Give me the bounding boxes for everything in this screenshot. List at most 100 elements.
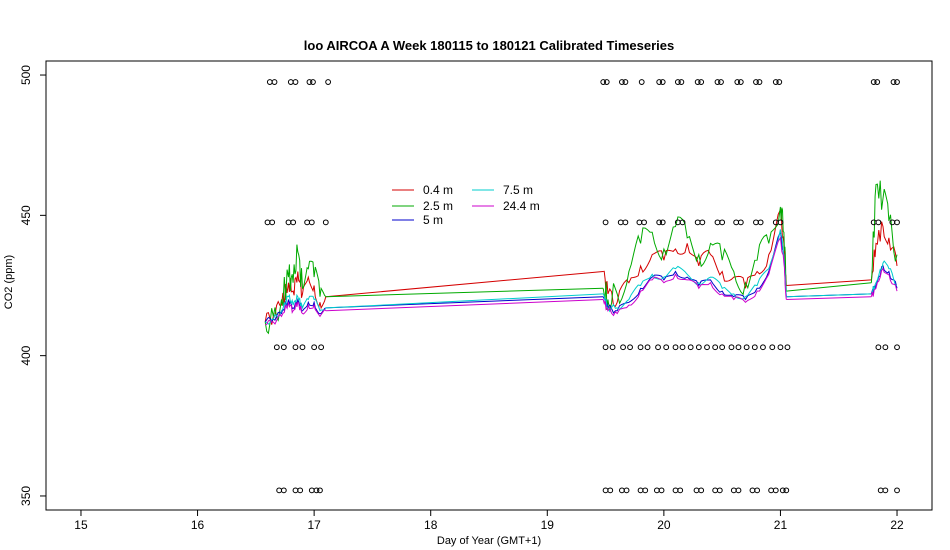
flag-marker — [655, 344, 661, 351]
flag-marker — [737, 79, 744, 85]
flag-marker — [311, 344, 318, 351]
flag-marker — [656, 79, 663, 85]
plot-frame — [45, 60, 933, 511]
flag-marker — [718, 79, 724, 85]
flag-marker — [694, 79, 701, 85]
flag-marker — [734, 79, 741, 85]
series-layer — [264, 180, 898, 335]
flag-marker — [728, 344, 735, 351]
flag-marker — [659, 219, 666, 226]
flag-marker — [280, 344, 287, 351]
flag-marker — [317, 487, 323, 494]
flag-marker — [890, 79, 897, 85]
flag-marker — [753, 79, 759, 85]
flag-marker — [622, 219, 629, 226]
flag-marker — [714, 79, 721, 85]
x-tick-label: 18 — [424, 518, 438, 532]
flag-marker — [641, 219, 647, 226]
flag-marker — [776, 79, 783, 85]
x-axis-label: Day of Year (GMT+1) — [437, 535, 541, 547]
flag-marker — [273, 344, 280, 351]
flag-marker — [772, 487, 779, 494]
series-line-24-4-m — [265, 301, 327, 326]
flag-marker — [607, 487, 614, 494]
x-tick-label: 20 — [657, 518, 671, 532]
flag-marker — [292, 344, 299, 351]
series-line-2-5-m — [786, 282, 872, 292]
flag-marker — [672, 344, 679, 351]
flag-marker — [638, 79, 645, 85]
flag-marker — [894, 487, 900, 494]
y-tick-label: 500 — [19, 65, 33, 85]
flag-marker — [658, 487, 665, 494]
legend-label: 0.4 m — [423, 183, 453, 197]
flag-marker — [600, 79, 607, 85]
flag-marker — [620, 344, 626, 351]
series-line-0-4-m — [870, 221, 898, 280]
x-tick-label: 19 — [541, 518, 555, 532]
flag-marker — [297, 487, 304, 494]
flag-marker — [623, 487, 630, 494]
y-tick-label: 450 — [19, 205, 33, 225]
flag-marker — [894, 344, 900, 351]
legend-label: 5 m — [423, 213, 443, 227]
x-tick-label: 16 — [191, 518, 205, 532]
flag-marker — [609, 344, 616, 351]
flag-marker — [644, 344, 651, 351]
flag-marker-layer — [264, 79, 900, 494]
y-tick-label: 350 — [19, 486, 33, 506]
flag-marker — [674, 79, 681, 85]
flag-marker — [269, 219, 276, 226]
flag-marker — [874, 79, 881, 85]
series-line-7-5-m — [265, 293, 327, 325]
flag-marker — [695, 344, 702, 351]
flag-marker — [719, 219, 726, 226]
flag-marker — [894, 79, 900, 85]
flag-marker — [679, 344, 686, 351]
flag-marker — [875, 219, 882, 226]
legend-label: 2.5 m — [423, 199, 453, 213]
x-tick-label: 21 — [774, 518, 788, 532]
legend: 0.4 m 2.5 m5 m 7.5 m 24.4 m — [392, 183, 540, 227]
flag-marker — [784, 344, 791, 351]
y-axis: 350 400 450 500 — [19, 65, 46, 506]
y-axis-label: CO2 (ppm) — [3, 255, 15, 309]
flag-marker — [772, 79, 779, 85]
series-line-7-5-m — [602, 229, 787, 313]
flag-marker — [656, 219, 663, 226]
series-line-0-4-m — [603, 209, 787, 307]
flag-marker — [783, 487, 790, 494]
flag-marker — [622, 79, 629, 85]
series-line-5-m — [602, 230, 787, 314]
series-line-24-4-m — [786, 296, 872, 300]
flag-marker — [756, 79, 763, 85]
series-line-2-5-m — [602, 206, 787, 312]
flag-marker — [757, 219, 764, 226]
flag-marker — [602, 344, 609, 351]
flag-marker — [882, 487, 889, 494]
flag-marker — [627, 344, 633, 351]
flag-marker — [716, 487, 723, 494]
flag-marker — [751, 344, 758, 351]
flag-marker — [777, 344, 784, 351]
flag-marker — [299, 344, 306, 351]
series-line-7-5-m — [325, 293, 604, 309]
series-line-0-4-m — [786, 279, 872, 286]
flag-marker — [637, 344, 644, 351]
flag-marker — [325, 79, 332, 85]
flag-marker — [754, 487, 761, 494]
flag-marker — [679, 219, 686, 226]
flag-marker — [308, 219, 315, 226]
series-line-7-5-m — [786, 293, 872, 298]
flag-marker — [310, 79, 316, 85]
flag-marker — [719, 344, 726, 351]
flag-marker — [271, 79, 278, 85]
x-tick-label: 15 — [74, 518, 88, 532]
x-tick-label: 17 — [307, 518, 321, 532]
flag-marker — [737, 219, 744, 226]
flag-marker — [699, 219, 706, 226]
series-line-24-4-m — [602, 236, 787, 317]
flag-marker — [322, 219, 329, 226]
flag-marker — [318, 344, 325, 351]
